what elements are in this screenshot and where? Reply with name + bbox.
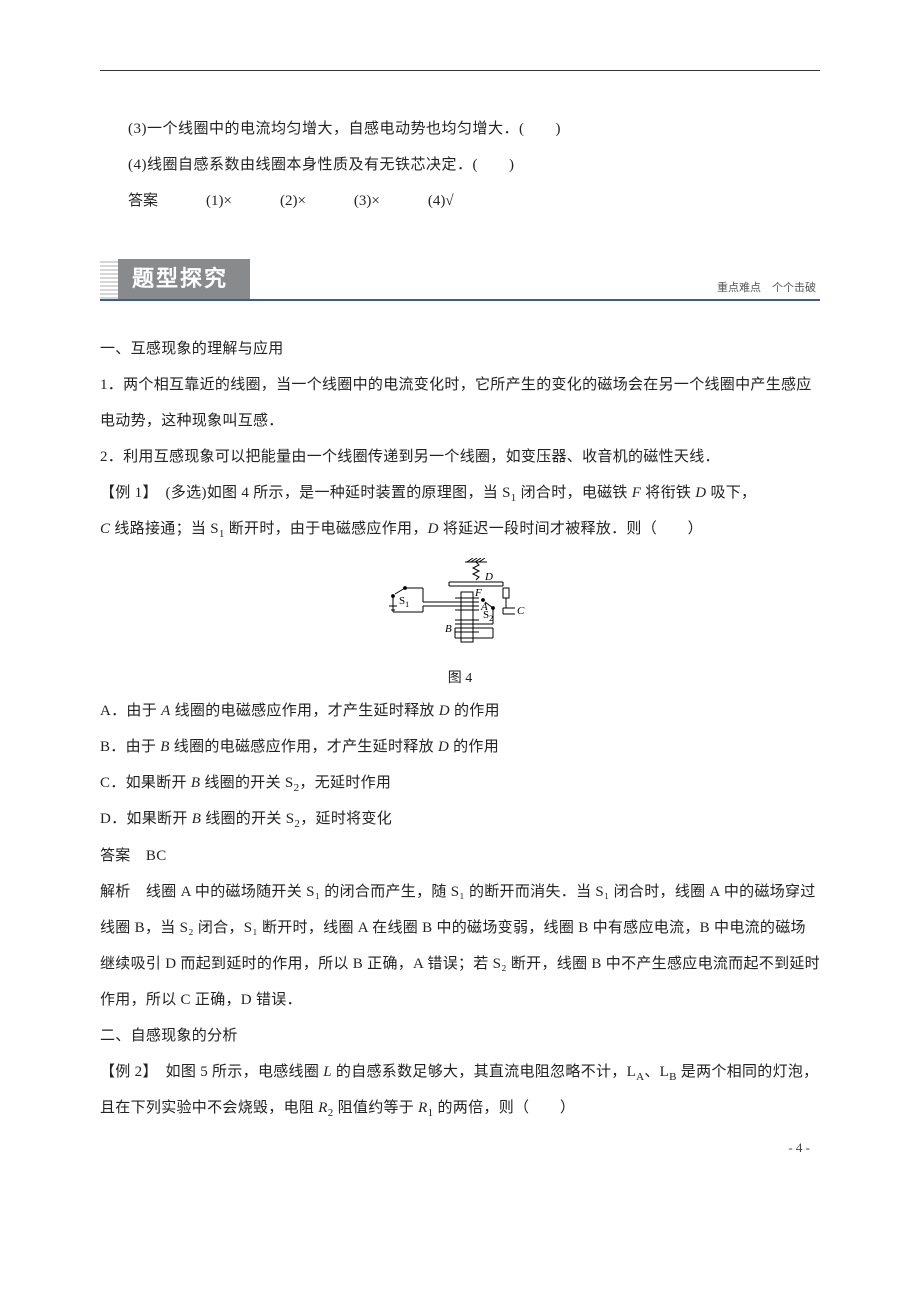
sec1-p1: 1．两个相互靠近的线圈，当一个线圈中的电流变化时，它所产生的变化的磁场会在另一个… — [100, 367, 820, 439]
ex1-text-e: 线路接通；当 S — [110, 521, 219, 537]
fig-label-C: C — [517, 605, 525, 617]
optD-coil: B — [192, 811, 201, 827]
ex2-R1: R — [418, 1100, 427, 1116]
optD-pre: D．如果断开 — [100, 811, 192, 827]
example2-stem: 【例 2】 如图 5 所示，电感线圈 L 的自感系数足够大，其直流电阻忽略不计，… — [100, 1054, 820, 1127]
question-4: (4)线圈自感系数由线圈本身性质及有无铁芯决定．( ) — [128, 147, 820, 183]
optB-pre: B．由于 — [100, 739, 160, 755]
answer-row: 答案 (1)× (2)× (3)× (4)√ — [100, 183, 820, 219]
ex1-text-g: 将延迟一段时间才被释放．则（ ） — [439, 521, 703, 537]
banner-subtitle: 重点难点 个个击破 — [717, 279, 816, 295]
section-banner: 题型探究 重点难点 个个击破 — [100, 259, 820, 301]
page-number: - 4 - — [788, 1140, 810, 1156]
optC-coil: B — [191, 775, 200, 791]
ex2-m1: 的自感系数足够大，其直流电阻忽略不计，L — [332, 1064, 636, 1080]
ex2-L: L — [323, 1064, 332, 1080]
exp-pre: 解析 线圈 — [100, 884, 181, 900]
optA-D: D — [439, 703, 450, 719]
sec1-p2: 2．利用互感现象可以把能量由一个线圈传递到另一个线圈，如变压器、收音机的磁性天线… — [100, 439, 820, 475]
ex2-R2: R — [318, 1100, 327, 1116]
fig-label-B: B — [445, 623, 452, 635]
exp-body: A 中的磁场随开关 S₁ 的闭合而产生，随 S₁ 的断开而消失．当 S₁ 闭合时… — [100, 884, 820, 1008]
question-3: (3)一个线圈中的电流均匀增大，自感电动势也均匀增大．( ) — [128, 111, 820, 147]
fig-label-S1: S1 — [399, 595, 409, 609]
figure-4: D F A B C S1 S2 图 4 — [100, 558, 820, 687]
optA-coil: A — [161, 703, 170, 719]
option-a: A．由于 A 线圈的电磁感应作用，才产生延时释放 D 的作用 — [100, 693, 820, 729]
header-rule — [100, 70, 820, 71]
ex2-sB: B — [669, 1071, 677, 1083]
banner-pattern-icon — [100, 259, 118, 299]
option-d: D．如果断开 B 线圈的开关 S2，延时将变化 — [100, 801, 820, 837]
answer-3: (3)× — [354, 183, 380, 219]
ex1-text-c: 将衔铁 — [641, 485, 695, 501]
sec2-heading: 二、自感现象的分析 — [100, 1018, 820, 1054]
ex2-m4: 阻值约等于 — [334, 1100, 419, 1116]
optD-post: 线圈的开关 S — [201, 811, 294, 827]
ex1-D2: D — [428, 521, 439, 537]
ex1-D: D — [695, 485, 706, 501]
ex2-m2: 、L — [644, 1064, 669, 1080]
optB-end: 的作用 — [449, 739, 499, 755]
optA-post: 线圈的电磁感应作用，才产生延时释放 — [171, 703, 439, 719]
optB-post: 线圈的电磁感应作用，才产生延时释放 — [170, 739, 438, 755]
optB-coil: B — [160, 739, 169, 755]
fig-label-F: F — [474, 587, 482, 599]
optB-D: D — [438, 739, 449, 755]
sec1-heading: 一、互感现象的理解与应用 — [100, 331, 820, 367]
page: (3)一个线圈中的电流均匀增大，自感电动势也均匀增大．( ) (4)线圈自感系数… — [0, 0, 920, 1186]
ex1-text-f: 断开时，由于电磁感应作用， — [225, 521, 428, 537]
optC-end: ，无延时作用 — [299, 775, 391, 791]
answer-2: (2)× — [280, 183, 306, 219]
optA-end: 的作用 — [450, 703, 500, 719]
option-b: B．由于 B 线圈的电磁感应作用，才产生延时释放 D 的作用 — [100, 729, 820, 765]
ex1-F: F — [632, 485, 641, 501]
optD-end: ，延时将变化 — [300, 811, 392, 827]
answer-label: 答案 — [128, 183, 158, 219]
figure-4-caption: 图 4 — [100, 667, 820, 687]
answer-4: (4)√ — [428, 183, 454, 219]
ex1-text-b: 闭合时，电磁铁 — [517, 485, 632, 501]
optA-pre: A．由于 — [100, 703, 161, 719]
ex1-text-d: 吸下， — [706, 485, 756, 501]
ex1-text-a: 【例 1】 (多选)如图 4 所示，是一种延时装置的原理图，当 S — [100, 485, 511, 501]
fig-label-S2: S2 — [483, 609, 493, 623]
ex1-C: C — [100, 521, 110, 537]
example1-explanation: 解析 线圈 A 中的磁场随开关 S₁ 的闭合而产生，随 S₁ 的断开而消失．当 … — [100, 874, 820, 1018]
ex2-m5: 的两倍，则（ ） — [433, 1100, 575, 1116]
optC-post: 线圈的开关 S — [200, 775, 293, 791]
circuit-diagram-icon: D F A B C S1 S2 — [385, 558, 535, 658]
example1-answer: 答案 BC — [100, 838, 820, 874]
option-c: C．如果断开 B 线圈的开关 S2，无延时作用 — [100, 765, 820, 801]
optC-pre: C．如果断开 — [100, 775, 191, 791]
banner-title: 题型探究 — [118, 259, 250, 299]
answer-1: (1)× — [206, 183, 232, 219]
fig-label-D: D — [484, 571, 493, 583]
example1-stem: 【例 1】 (多选)如图 4 所示，是一种延时装置的原理图，当 S1 闭合时，电… — [100, 475, 820, 548]
ex2-pre: 【例 2】 如图 5 所示，电感线圈 — [100, 1064, 323, 1080]
